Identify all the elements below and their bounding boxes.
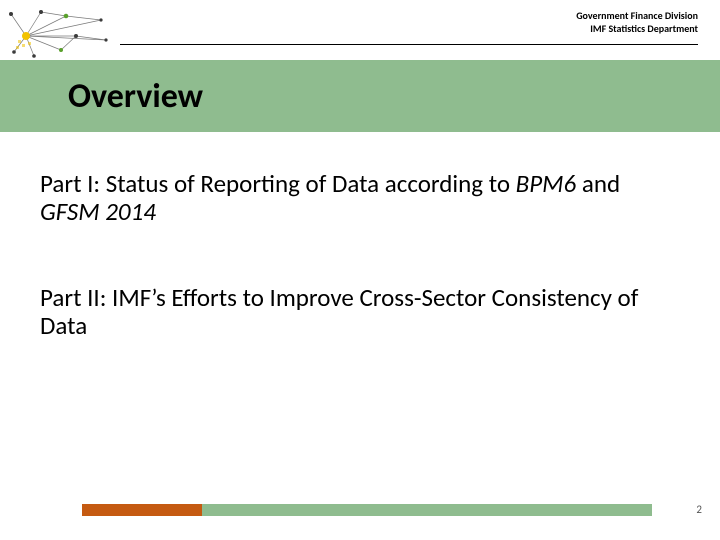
network-burst-icon: [6, 6, 114, 58]
part-1-mid: and: [576, 168, 620, 199]
part-1-prefix: Part I: Status of Reporting of Data acco…: [40, 168, 516, 199]
part-1-em1: BPM6: [516, 168, 577, 199]
header-rule: [120, 44, 698, 45]
slide-root: Government Finance Division IMF Statisti…: [0, 0, 720, 540]
slide-title: Overview: [68, 76, 203, 117]
footer-accent: [82, 504, 202, 516]
header-line-1: Government Finance Division: [576, 10, 698, 23]
title-band: Overview: [0, 60, 720, 132]
page-number: 2: [696, 503, 702, 516]
part-2-prefix: Part II: IMF’s Efforts to Improve Cross-…: [40, 282, 638, 341]
header-org-text: Government Finance Division IMF Statisti…: [576, 10, 698, 35]
body-area: Part I: Status of Reporting of Data acco…: [40, 170, 680, 398]
header-line-2: IMF Statistics Department: [576, 23, 698, 36]
part-1: Part I: Status of Reporting of Data acco…: [40, 170, 680, 226]
part-1-text: Part I: Status of Reporting of Data acco…: [40, 170, 680, 226]
part-1-em2: GFSM 2014: [40, 196, 156, 227]
logo-area: [6, 6, 114, 58]
part-2: Part II: IMF’s Efforts to Improve Cross-…: [40, 284, 680, 340]
part-2-text: Part II: IMF’s Efforts to Improve Cross-…: [40, 284, 680, 340]
